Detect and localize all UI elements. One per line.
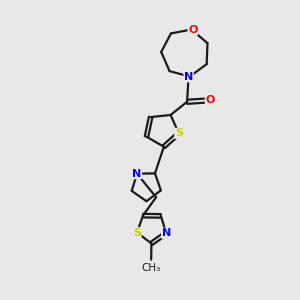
- Text: S: S: [175, 128, 183, 138]
- Text: O: O: [188, 25, 197, 35]
- Text: CH₃: CH₃: [142, 263, 161, 273]
- Text: N: N: [162, 228, 171, 238]
- Text: N: N: [184, 72, 193, 82]
- Text: O: O: [206, 95, 215, 105]
- Text: N: N: [132, 169, 142, 179]
- Text: S: S: [133, 228, 141, 238]
